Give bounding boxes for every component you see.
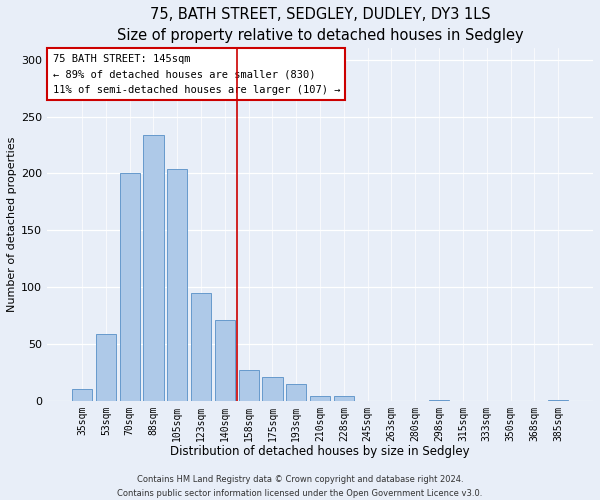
Y-axis label: Number of detached properties: Number of detached properties bbox=[7, 137, 17, 312]
Bar bbox=[286, 384, 307, 401]
Bar bbox=[167, 169, 187, 401]
Bar bbox=[239, 370, 259, 401]
Bar bbox=[143, 134, 164, 401]
Title: 75, BATH STREET, SEDGLEY, DUDLEY, DY3 1LS
Size of property relative to detached : 75, BATH STREET, SEDGLEY, DUDLEY, DY3 1L… bbox=[117, 7, 523, 43]
Bar bbox=[96, 334, 116, 401]
Bar bbox=[548, 400, 568, 401]
Bar bbox=[119, 174, 140, 401]
Bar bbox=[429, 400, 449, 401]
Bar bbox=[262, 377, 283, 401]
X-axis label: Distribution of detached houses by size in Sedgley: Distribution of detached houses by size … bbox=[170, 445, 470, 458]
Text: 75 BATH STREET: 145sqm
← 89% of detached houses are smaller (830)
11% of semi-de: 75 BATH STREET: 145sqm ← 89% of detached… bbox=[53, 54, 340, 95]
Bar bbox=[72, 390, 92, 401]
Bar bbox=[310, 396, 330, 401]
Text: Contains HM Land Registry data © Crown copyright and database right 2024.
Contai: Contains HM Land Registry data © Crown c… bbox=[118, 476, 482, 498]
Bar bbox=[334, 396, 354, 401]
Bar bbox=[215, 320, 235, 401]
Bar bbox=[191, 293, 211, 401]
